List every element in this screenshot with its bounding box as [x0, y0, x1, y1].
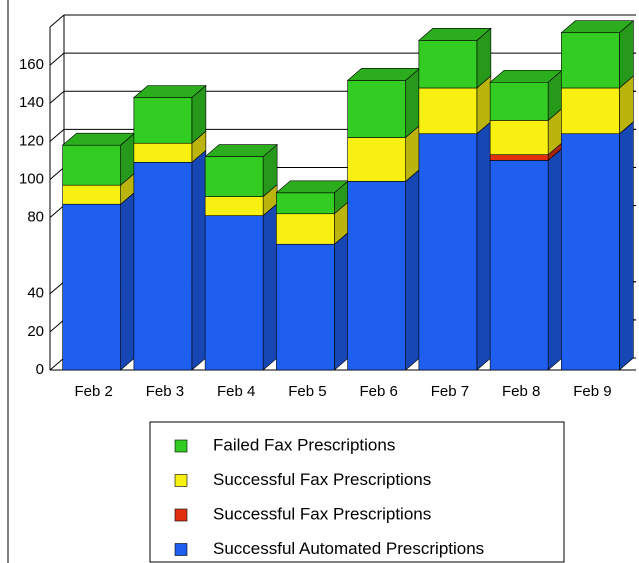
- bar-side: [619, 121, 634, 371]
- legend-swatch: [174, 474, 188, 487]
- legend-swatch: [174, 543, 188, 556]
- bar-segment: [62, 184, 121, 205]
- bar-top: [133, 85, 207, 98]
- y-tick-label: 120: [19, 132, 44, 149]
- grid-line-side: [49, 128, 65, 142]
- bar-top: [204, 144, 278, 157]
- x-tick-label: Feb 2: [74, 383, 112, 400]
- grid-line-side: [49, 52, 65, 66]
- bar-segment: [489, 160, 549, 371]
- bar-segment: [133, 142, 193, 163]
- bar-segment: [276, 243, 335, 371]
- bar-top: [560, 20, 635, 34]
- grid-line-side: [49, 357, 65, 371]
- grid-line-side: [49, 319, 65, 333]
- bar-segment: [133, 161, 193, 371]
- legend-box: [149, 421, 565, 563]
- y-tick-label: 140: [19, 94, 44, 111]
- y-tick-label: 20: [27, 323, 44, 340]
- top-edge: [49, 14, 65, 28]
- legend-label: Successful Fax Prescriptions: [213, 504, 431, 523]
- bar-side: [547, 147, 563, 371]
- bar-segment: [561, 87, 620, 135]
- bar-side: [262, 202, 278, 371]
- bar-segment: [276, 213, 335, 245]
- bar-side: [191, 149, 207, 371]
- y-tick-label: 40: [27, 285, 44, 302]
- bar-segment: [204, 156, 264, 197]
- x-tick-label: Feb 4: [217, 383, 255, 400]
- legend-label: Failed Fax Prescriptions: [213, 435, 395, 454]
- x-tick-label: Feb 5: [288, 383, 326, 400]
- bar-segment: [418, 133, 478, 371]
- x-tick-label: Feb 7: [431, 383, 469, 400]
- bar-segment: [418, 87, 478, 135]
- y-tick-label: 80: [27, 209, 44, 226]
- legend-label: Successful Fax Prescriptions: [213, 470, 431, 489]
- legend: Successful Automated Prescriptions Succes…: [174, 435, 484, 558]
- bar-segment: [561, 133, 620, 371]
- bar-segment: [561, 32, 620, 89]
- legend-label: Successful Automated Prescriptions: [213, 539, 484, 558]
- legend-swatch: [174, 508, 188, 522]
- bar-top: [418, 28, 492, 41]
- bar-side: [120, 191, 135, 371]
- grid-line-side: [49, 281, 65, 295]
- bar-segment: [276, 192, 335, 215]
- bar-segment: [347, 181, 406, 371]
- bar-segment: [62, 203, 121, 371]
- x-tick-label: Feb 8: [502, 383, 540, 400]
- grid-line-side: [49, 90, 65, 104]
- x-tick-label: Feb 9: [573, 383, 611, 400]
- grid-line-side: [49, 167, 65, 180]
- y-tick-label: 100: [19, 170, 44, 187]
- bar-segment: [489, 81, 549, 121]
- bar-side: [334, 231, 349, 371]
- bar-segment: [489, 154, 549, 161]
- bar-segment: [489, 120, 549, 155]
- bar-segment: [347, 137, 406, 182]
- bar-segment: [418, 40, 478, 89]
- bar-side: [405, 168, 420, 371]
- grid-line-side: [49, 205, 65, 218]
- bar-segment: [62, 144, 121, 186]
- bar-segment: [204, 215, 264, 371]
- bar-segment: [133, 97, 193, 144]
- bar-segment: [204, 196, 264, 216]
- legend-swatch: [174, 439, 188, 453]
- y-tick-label: 160: [19, 56, 44, 73]
- bar-side: [476, 121, 492, 371]
- y-tick-label: 0: [36, 361, 44, 378]
- bar-segment: [347, 80, 406, 138]
- x-tick-label: Feb 3: [146, 383, 184, 400]
- x-tick-label: Feb 6: [359, 383, 397, 400]
